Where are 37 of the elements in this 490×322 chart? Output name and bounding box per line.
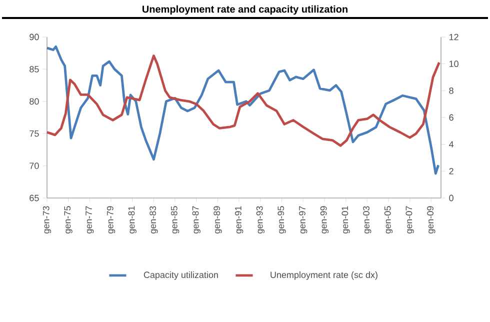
x-tick-label: gen-99 bbox=[320, 206, 329, 234]
x-tick-label: gen-03 bbox=[363, 206, 372, 234]
x-tick-label: gen-77 bbox=[86, 206, 94, 234]
y2-tick-label: 2 bbox=[449, 168, 454, 174]
x-tick-label: gen-79 bbox=[106, 206, 116, 234]
y2-tick-label: 8 bbox=[449, 87, 454, 94]
x-tick-label: gen-73 bbox=[42, 206, 52, 234]
y-tick-label: 80 bbox=[30, 98, 39, 105]
x-tick-label: gen-07 bbox=[406, 206, 414, 234]
y-tick-label: 90 bbox=[30, 34, 39, 40]
x-tick-label: gen-05 bbox=[384, 206, 393, 234]
x-tick-label: gen-91 bbox=[235, 206, 244, 234]
x-tick-label: gen-09 bbox=[427, 206, 436, 234]
x-tick-label: gen-97 bbox=[299, 206, 308, 234]
y2-tick-label: 6 bbox=[449, 114, 454, 121]
y2-tick-label: 10 bbox=[449, 60, 458, 68]
y2-tick-label: 0 bbox=[449, 194, 454, 202]
x-tick-label: gen-87 bbox=[192, 206, 200, 234]
x-tick-label: gen-81 bbox=[128, 206, 136, 234]
y2-tick-label: 12 bbox=[449, 34, 458, 40]
x-tick-label: gen-93 bbox=[256, 206, 265, 234]
x-tick-label: gen-83 bbox=[150, 206, 158, 234]
y-tick-label: 85 bbox=[30, 66, 39, 72]
x-tick-label: gen-75 bbox=[64, 206, 72, 234]
line-series bbox=[46, 45, 440, 175]
chart-title: Unemployment rate and capacity utilization bbox=[142, 5, 348, 15]
y-tick-label: 75 bbox=[30, 130, 39, 137]
y-tick-label: 70 bbox=[30, 162, 39, 169]
legend-label: Capacity utilization bbox=[144, 271, 218, 280]
y2-tick-label: 4 bbox=[449, 141, 454, 148]
legend-label: Unemployment rate (sc dx) bbox=[270, 271, 378, 280]
x-tick-label: gen-85 bbox=[170, 206, 180, 234]
line-series bbox=[46, 54, 440, 147]
x-tick-label: gen-01 bbox=[342, 206, 350, 234]
y-tick-label: 65 bbox=[30, 194, 39, 202]
x-tick-label: gen-95 bbox=[278, 206, 286, 234]
x-tick-label: gen-89 bbox=[214, 206, 222, 234]
